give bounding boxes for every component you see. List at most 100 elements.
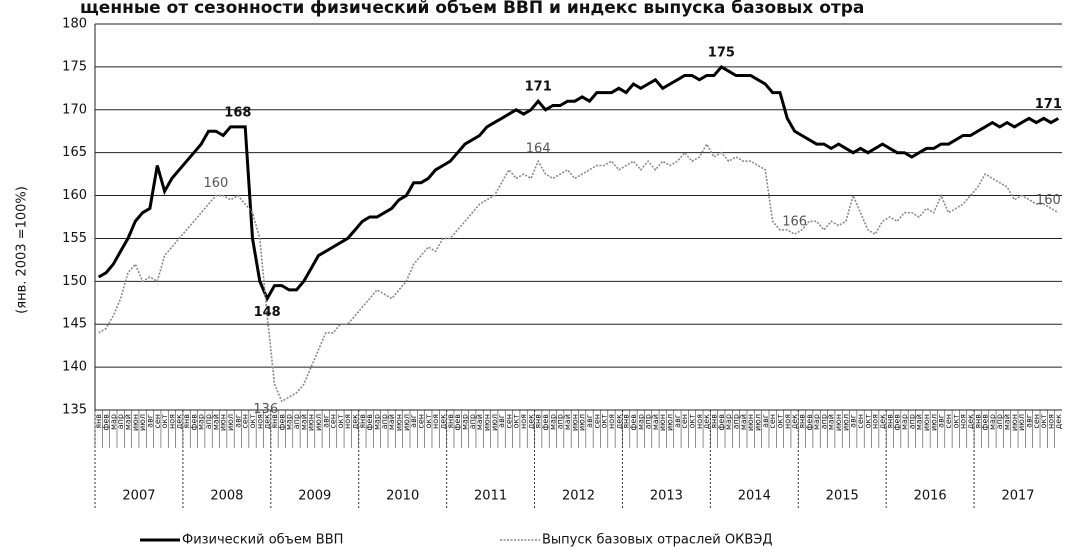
x-tick-label: дек xyxy=(263,414,272,429)
x-tick-label: май xyxy=(123,414,132,430)
x-tick-label: окт xyxy=(1039,414,1048,429)
year-label: 2014 xyxy=(738,489,771,504)
x-tick-label: апр xyxy=(204,414,213,429)
x-tick-label: янв xyxy=(622,414,631,429)
x-tick-label: май xyxy=(651,414,660,430)
data-annotation: 166 xyxy=(782,215,807,230)
x-tick-label: дек xyxy=(526,414,535,429)
x-tick-label: окт xyxy=(688,414,697,429)
x-tick-label: июн xyxy=(131,414,140,431)
x-tick-label: июн xyxy=(219,414,228,431)
x-tick-label: дек xyxy=(175,414,184,429)
data-annotation: 148 xyxy=(254,305,281,320)
x-tick-label: окт xyxy=(248,414,257,429)
x-tick-label: дек xyxy=(790,414,799,429)
data-annotation: 136 xyxy=(253,402,278,417)
year-label: 2016 xyxy=(914,489,947,504)
x-tick-label: июл xyxy=(1017,414,1026,431)
x-tick-label: мар xyxy=(285,414,294,430)
year-label: 2011 xyxy=(474,489,507,504)
chart-title: щенные от сезонности физический объем ВВ… xyxy=(80,0,864,18)
year-label: 2015 xyxy=(826,489,859,504)
x-tick-label: сен xyxy=(329,414,338,429)
data-annotation: 171 xyxy=(525,80,552,95)
y-tick-label: 170 xyxy=(62,102,87,117)
x-tick-label: мар xyxy=(548,414,557,430)
x-tick-label: мар xyxy=(109,414,118,430)
x-tick-label: мар xyxy=(460,414,469,430)
x-tick-label: дек xyxy=(702,414,711,429)
x-tick-label: фев xyxy=(453,414,462,431)
year-label: 2009 xyxy=(298,489,331,504)
data-annotation: 175 xyxy=(708,45,735,60)
series-line xyxy=(98,142,1059,403)
x-tick-label: май xyxy=(563,414,572,430)
x-tick-label: дек xyxy=(614,414,623,429)
x-tick-label: авг xyxy=(1025,414,1034,428)
x-tick-label: апр xyxy=(907,414,916,429)
x-tick-label: июн xyxy=(746,414,755,431)
x-tick-label: янв xyxy=(973,414,982,429)
x-tick-label: янв xyxy=(446,414,455,429)
x-tick-label: июл xyxy=(929,414,938,431)
x-tick-label: июн xyxy=(570,414,579,431)
x-tick-label: ноя xyxy=(343,414,352,429)
x-tick-label: июл xyxy=(226,414,235,431)
x-tick-label: мар xyxy=(373,414,382,430)
x-tick-label: сен xyxy=(241,414,250,429)
x-tick-label: июн xyxy=(482,414,491,431)
x-tick-label: май xyxy=(915,414,924,430)
x-tick-label: ноя xyxy=(519,414,528,429)
x-tick-label: авг xyxy=(409,414,418,428)
y-tick-label: 165 xyxy=(62,145,87,160)
year-label: 2008 xyxy=(210,489,243,504)
x-tick-label: май xyxy=(387,414,396,430)
x-tick-label: июл xyxy=(666,414,675,431)
x-tick-label: фев xyxy=(189,414,198,431)
x-tick-label: апр xyxy=(995,414,1004,429)
x-tick-label: ноя xyxy=(1047,414,1056,429)
y-tick-label: 155 xyxy=(62,231,87,246)
x-tick-label: окт xyxy=(775,414,784,429)
x-tick-label: авг xyxy=(585,414,594,428)
x-tick-label: сен xyxy=(504,414,513,429)
x-tick-label: июл xyxy=(402,414,411,431)
data-annotation: 160 xyxy=(1036,193,1061,208)
year-label: 2013 xyxy=(650,489,683,504)
x-tick-label: апр xyxy=(468,414,477,429)
series-line xyxy=(97,64,1060,302)
y-tick-label: 150 xyxy=(62,274,87,289)
y-tick-label: 135 xyxy=(62,403,87,418)
x-tick-label: дек xyxy=(351,414,360,429)
x-tick-label: авг xyxy=(937,414,946,428)
x-tick-label: май xyxy=(211,414,220,430)
x-tick-label: авг xyxy=(673,414,682,428)
y-tick-label: 180 xyxy=(62,17,87,32)
x-tick-label: май xyxy=(827,414,836,430)
x-tick-label: апр xyxy=(556,414,565,429)
x-tick-label: апр xyxy=(380,414,389,429)
x-tick-label: ноя xyxy=(959,414,968,429)
x-tick-label: фев xyxy=(717,414,726,431)
x-tick-label: апр xyxy=(644,414,653,429)
x-tick-label: июл xyxy=(490,414,499,431)
x-tick-label: фев xyxy=(981,414,990,431)
data-annotation: 171 xyxy=(1035,97,1062,112)
x-tick-label: июн xyxy=(395,414,404,431)
data-annotation: 160 xyxy=(203,176,228,191)
x-tick-label: дек xyxy=(1054,414,1063,429)
x-tick-label: июл xyxy=(841,414,850,431)
x-tick-label: июл xyxy=(138,414,147,431)
x-tick-label: апр xyxy=(819,414,828,429)
x-tick-label: мар xyxy=(197,414,206,430)
x-tick-label: дек xyxy=(966,414,975,429)
x-tick-label: июл xyxy=(753,414,762,431)
x-tick-label: сен xyxy=(592,414,601,429)
x-tick-label: мар xyxy=(724,414,733,430)
x-tick-label: июл xyxy=(314,414,323,431)
x-tick-label: авг xyxy=(145,414,154,428)
x-tick-label: янв xyxy=(885,414,894,429)
x-tick-label: сен xyxy=(153,414,162,429)
x-tick-label: окт xyxy=(512,414,521,429)
